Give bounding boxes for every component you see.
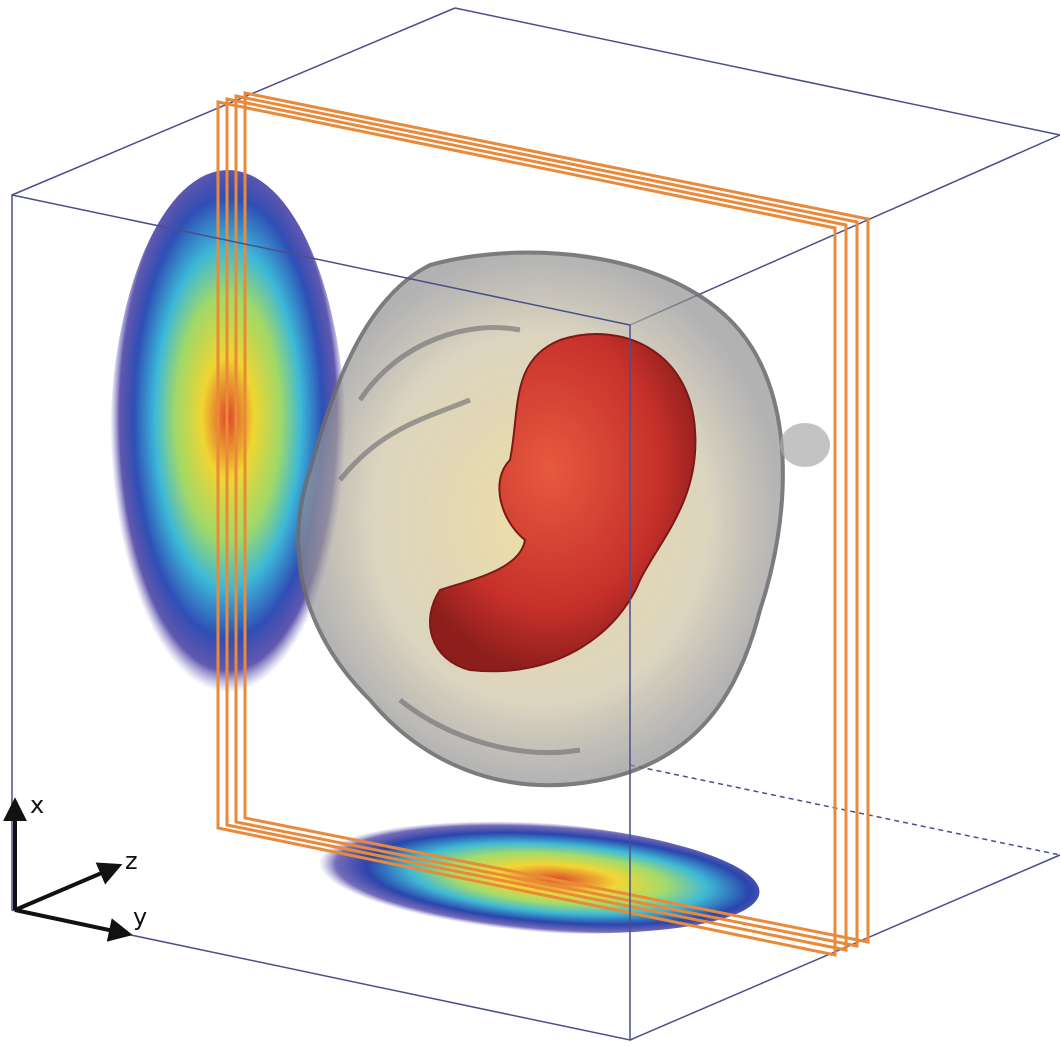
axis-label: y — [133, 903, 147, 931]
figure: x z y — [0, 0, 1061, 1047]
axis-label: z — [125, 847, 138, 875]
axis-arrows — [15, 802, 128, 934]
fragment — [780, 423, 830, 467]
axis-label: x — [30, 791, 44, 819]
